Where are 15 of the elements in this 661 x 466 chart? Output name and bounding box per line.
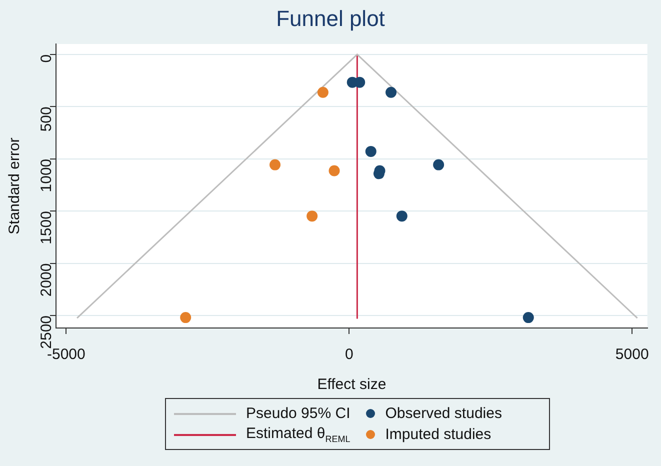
x-tick-label: 5000	[615, 346, 649, 364]
y-axis-title: Standard error	[6, 138, 24, 234]
x-tick-label: 0	[344, 346, 354, 364]
y-tick-label: 500	[38, 106, 56, 132]
legend-label: Estimated θ$_{REML}$	[246, 425, 350, 444]
legend-label: Pseudo 95% CI	[246, 405, 350, 422]
legend-label: Observed studies	[385, 405, 502, 422]
y-tick-label: 0	[38, 54, 56, 63]
y-tick-label: 1000	[38, 158, 56, 192]
y-tick-label: 2500	[38, 315, 56, 349]
y-tick-label: 1500	[38, 211, 56, 244]
legend-label: Imputed studies	[385, 426, 492, 443]
x-axis-title: Effect size	[317, 376, 386, 394]
chart-title: Funnel plot	[275, 6, 386, 32]
y-tick-label: 2000	[38, 263, 56, 297]
